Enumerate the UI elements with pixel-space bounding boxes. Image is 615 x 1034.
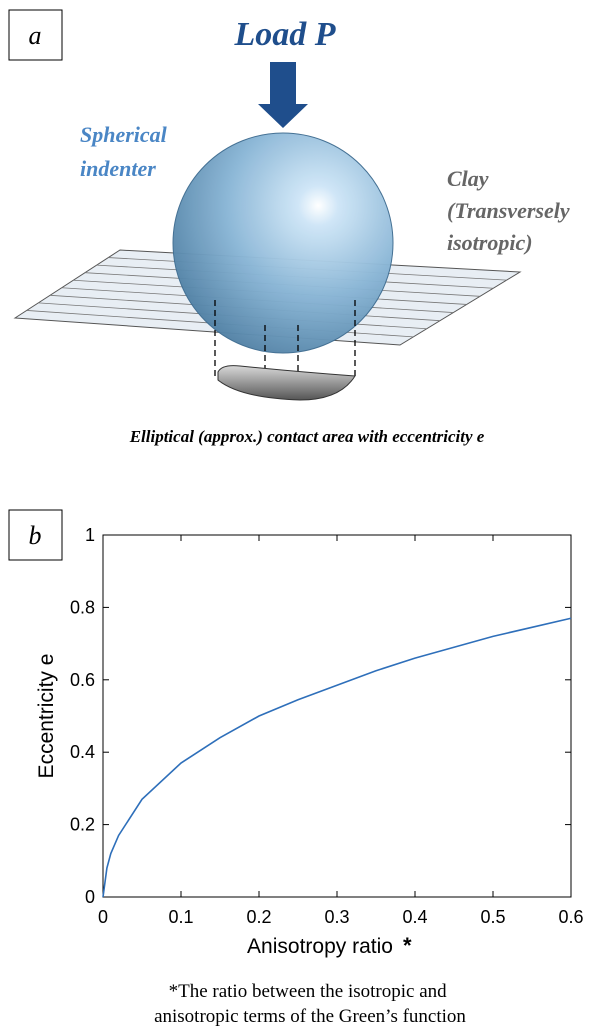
clay-line: Clay [447, 166, 489, 191]
panel-label: b [29, 521, 42, 550]
indenter-label: Spherical indenter [80, 122, 172, 181]
y-axis-label: Eccentricity e [35, 654, 58, 779]
x-tick-label: 0 [98, 907, 108, 927]
y-tick-label: 0 [85, 887, 95, 907]
clay-line: (Transversely [447, 198, 570, 223]
load-arrow [258, 62, 308, 128]
x-tick-label: 0.2 [246, 907, 271, 927]
x-tick-label: 0.1 [168, 907, 193, 927]
footnote: *The ratio between the isotropic and ani… [154, 981, 466, 1027]
panel-a: a Load P Spherical indenter Clay (Transv… [9, 10, 575, 446]
y-tick-label: 0.2 [70, 815, 95, 835]
clay-line: isotropic) [447, 230, 533, 255]
footnote-line: anisotropic terms of the Green’s functio… [154, 1006, 466, 1027]
data-line [103, 618, 571, 897]
caption: Elliptical (approx.) contact area with e… [129, 427, 485, 446]
x-axis-label-mark: * [403, 933, 412, 958]
y-tick-label: 1 [85, 525, 95, 545]
contact-area [218, 366, 355, 400]
x-axis-label: Anisotropy ratio [247, 935, 393, 958]
y-tick-label: 0.6 [70, 670, 95, 690]
y-tick-label: 0.8 [70, 597, 95, 617]
x-tick-label: 0.5 [480, 907, 505, 927]
plot-frame [103, 535, 571, 897]
indenter-line: Spherical [80, 122, 168, 147]
spherical-indenter [173, 133, 393, 353]
footnote-line: *The ratio between the isotropic and [169, 981, 448, 1002]
x-tick-label: 0.4 [402, 907, 427, 927]
figure: a Load P Spherical indenter Clay (Transv… [0, 0, 615, 1034]
x-tick-label: 0.3 [324, 907, 349, 927]
clay-label: Clay (Transversely isotropic) [447, 166, 575, 255]
indenter-line: indenter [80, 156, 156, 181]
panel-b: b *The ratio between the isotropic and a… [9, 510, 584, 1027]
x-tick-label: 0.6 [558, 907, 583, 927]
panel-label: a [29, 21, 42, 50]
load-label: Load P [233, 16, 335, 53]
y-tick-label: 0.4 [70, 742, 95, 762]
